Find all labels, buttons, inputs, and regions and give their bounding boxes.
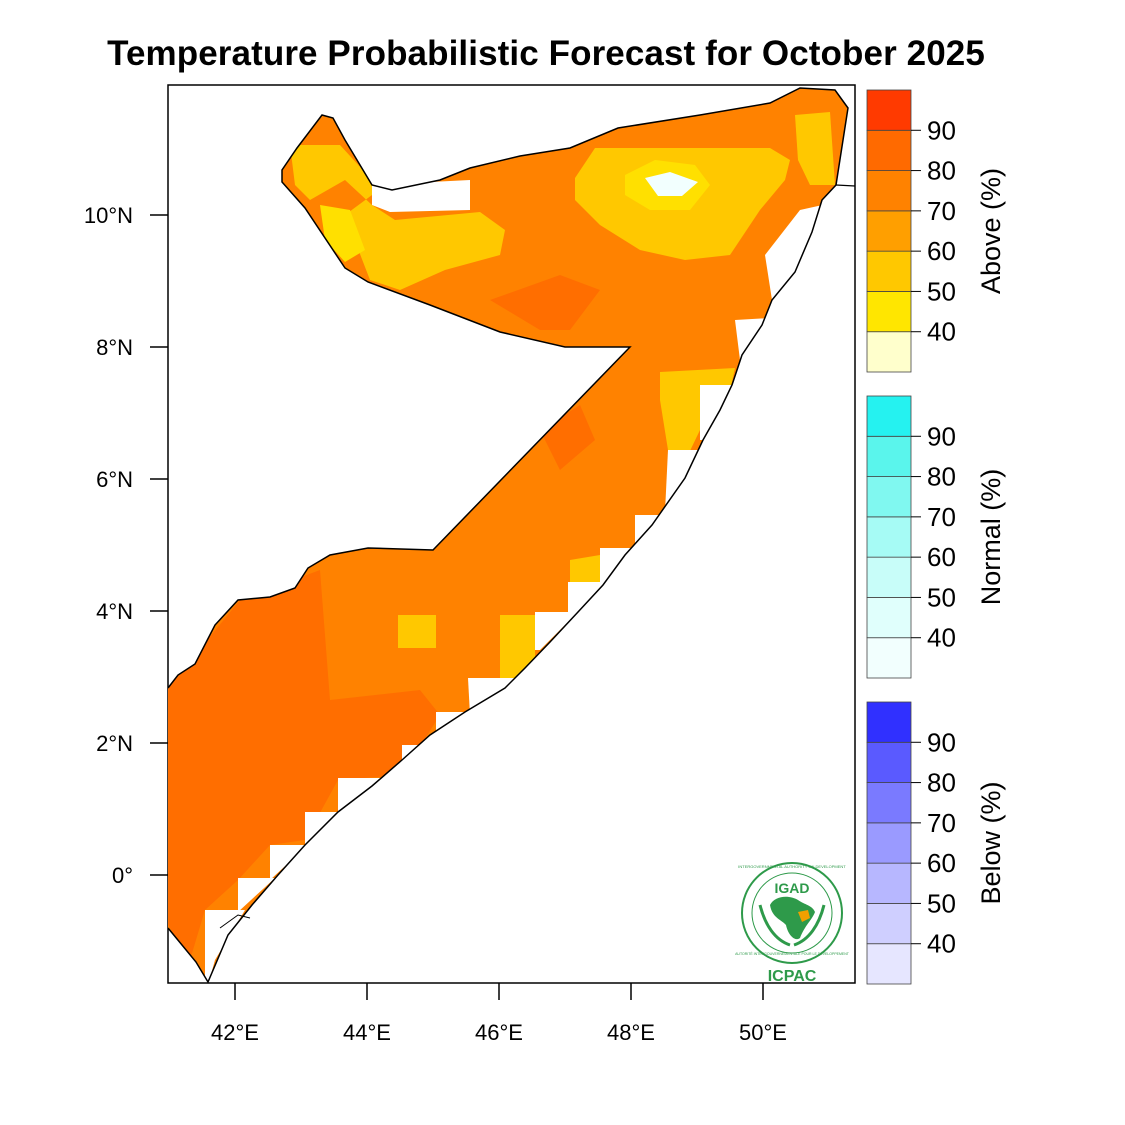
x-tick-label: 42°E (211, 1020, 259, 1045)
y-tick-label: 10°N (84, 203, 133, 228)
colorbar-swatch (866, 701, 912, 743)
colorbar-swatch (866, 822, 912, 864)
y-tick-label: 8°N (96, 335, 133, 360)
colorbar-swatch (866, 516, 912, 558)
igad-logo: IGAD INTERGOVERNMENTAL AUTHORITY ON DEVE… (735, 862, 850, 985)
y-tick-label: 4°N (96, 599, 133, 624)
colorbar-title: Below (%) (976, 781, 1006, 904)
colorbar-label: 50 (927, 582, 956, 612)
fill-northwest-light (290, 145, 505, 290)
colorbar-label: 70 (927, 196, 956, 226)
colorbar-below: 40 50 60 70 80 90 Below (%) (866, 701, 1006, 985)
logo-top-text: INTERGOVERNMENTAL AUTHORITY ON DEVELOPME… (738, 864, 846, 869)
y-tick-label: 2°N (96, 731, 133, 756)
y-tick-label: 6°N (96, 467, 133, 492)
colorbar-label: 60 (927, 848, 956, 878)
africa-map-icon (770, 896, 815, 940)
fill-coast-light-b (500, 615, 535, 678)
logo-caption: ICPAC (768, 968, 817, 985)
colorbar-above: 40 50 60 70 80 90 Above (%) (866, 89, 1006, 373)
colorbar-title: Above (%) (976, 168, 1006, 294)
colorbar-label: 50 (927, 888, 956, 918)
colorbar-label: 80 (927, 462, 956, 492)
colorbar-swatch (866, 250, 912, 292)
x-axis: 42°E 44°E 46°E 48°E 50°E (211, 983, 787, 1045)
fill-northeast-normal (645, 172, 698, 196)
colorbar-label: 40 (927, 929, 956, 959)
colorbar-title: Normal (%) (976, 469, 1006, 606)
fill-tip-light (795, 112, 835, 185)
colorbar-label: 90 (927, 421, 956, 451)
colorbar-swatch (866, 170, 912, 212)
colorbar-swatch (866, 741, 912, 783)
colorbar-swatch (866, 210, 912, 252)
colorbar-label: 80 (927, 768, 956, 798)
colorbar-label: 70 (927, 502, 956, 532)
logo-bottom-text: AUTORITÉ INTERGOUVERNEMENTALE POUR LE DÉ… (735, 951, 850, 956)
colorbar-swatch (866, 903, 912, 945)
laurel-right-icon (793, 904, 826, 947)
fill-gap-south-h (205, 910, 245, 982)
colorbar-label: 90 (927, 727, 956, 757)
fill-north-high (490, 275, 600, 330)
y-axis: 10°N 8°N 6°N 4°N 2°N 0° (84, 203, 168, 888)
colorbar-label: 60 (927, 542, 956, 572)
colorbar-normal: 40 50 60 70 80 90 Normal (%) (866, 395, 1006, 679)
fill-gap-east-h (535, 612, 578, 650)
fill-northwest-lightest (320, 205, 365, 262)
x-tick-label: 44°E (343, 1020, 391, 1045)
colorbar-label: 40 (927, 623, 956, 653)
x-tick-label: 46°E (475, 1020, 523, 1045)
colorbar-swatch (866, 597, 912, 639)
x-tick-label: 48°E (607, 1020, 655, 1045)
colorbar-label: 70 (927, 808, 956, 838)
fill-east-high (540, 405, 595, 470)
colorbar-label: 90 (927, 115, 956, 145)
fill-gap-south-g (238, 878, 275, 912)
fill-coast-light-a (570, 555, 600, 590)
colorbar-swatch (866, 782, 912, 824)
map-title: Temperature Probabilistic Forecast for O… (107, 34, 985, 73)
colorbar-label: 60 (927, 236, 956, 266)
colorbar-swatch (866, 556, 912, 598)
colorbar-swatch (866, 89, 912, 131)
y-tick-label: 0° (112, 863, 133, 888)
x-tick-label: 50°E (739, 1020, 787, 1045)
igad-region-icon (798, 910, 810, 922)
colorbar-label: 50 (927, 276, 956, 306)
colorbar-swatch (866, 943, 912, 985)
laurel-left-icon (758, 904, 791, 947)
islands-coast (219, 914, 251, 929)
colorbar-swatch (866, 435, 912, 477)
colorbar-swatch (866, 476, 912, 518)
colorbar-label: 80 (927, 156, 956, 186)
fill-south-high (168, 570, 440, 960)
logo-abbrev: IGAD (775, 880, 810, 896)
colorbar-label: 40 (927, 317, 956, 347)
colorbar-swatch (866, 331, 912, 373)
colorbar-swatch (866, 395, 912, 437)
horn-tip-coast (835, 184, 856, 187)
colorbar-swatch (866, 862, 912, 904)
somalia-border (167, 87, 849, 984)
fill-central-light (398, 615, 436, 648)
colorbar-swatch (866, 129, 912, 171)
colorbar-swatch (866, 291, 912, 333)
colorbar-swatch (866, 637, 912, 679)
